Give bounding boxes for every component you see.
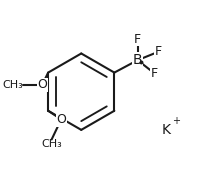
Text: +: + [172,116,180,126]
Text: CH₃: CH₃ [2,80,23,90]
Text: O: O [56,113,66,126]
Text: F: F [134,33,141,46]
Text: CH₃: CH₃ [41,139,62,149]
Text: K: K [162,123,170,137]
Text: O: O [37,79,47,91]
Text: F: F [154,45,162,58]
Text: F: F [151,67,158,80]
Text: B: B [133,53,142,67]
